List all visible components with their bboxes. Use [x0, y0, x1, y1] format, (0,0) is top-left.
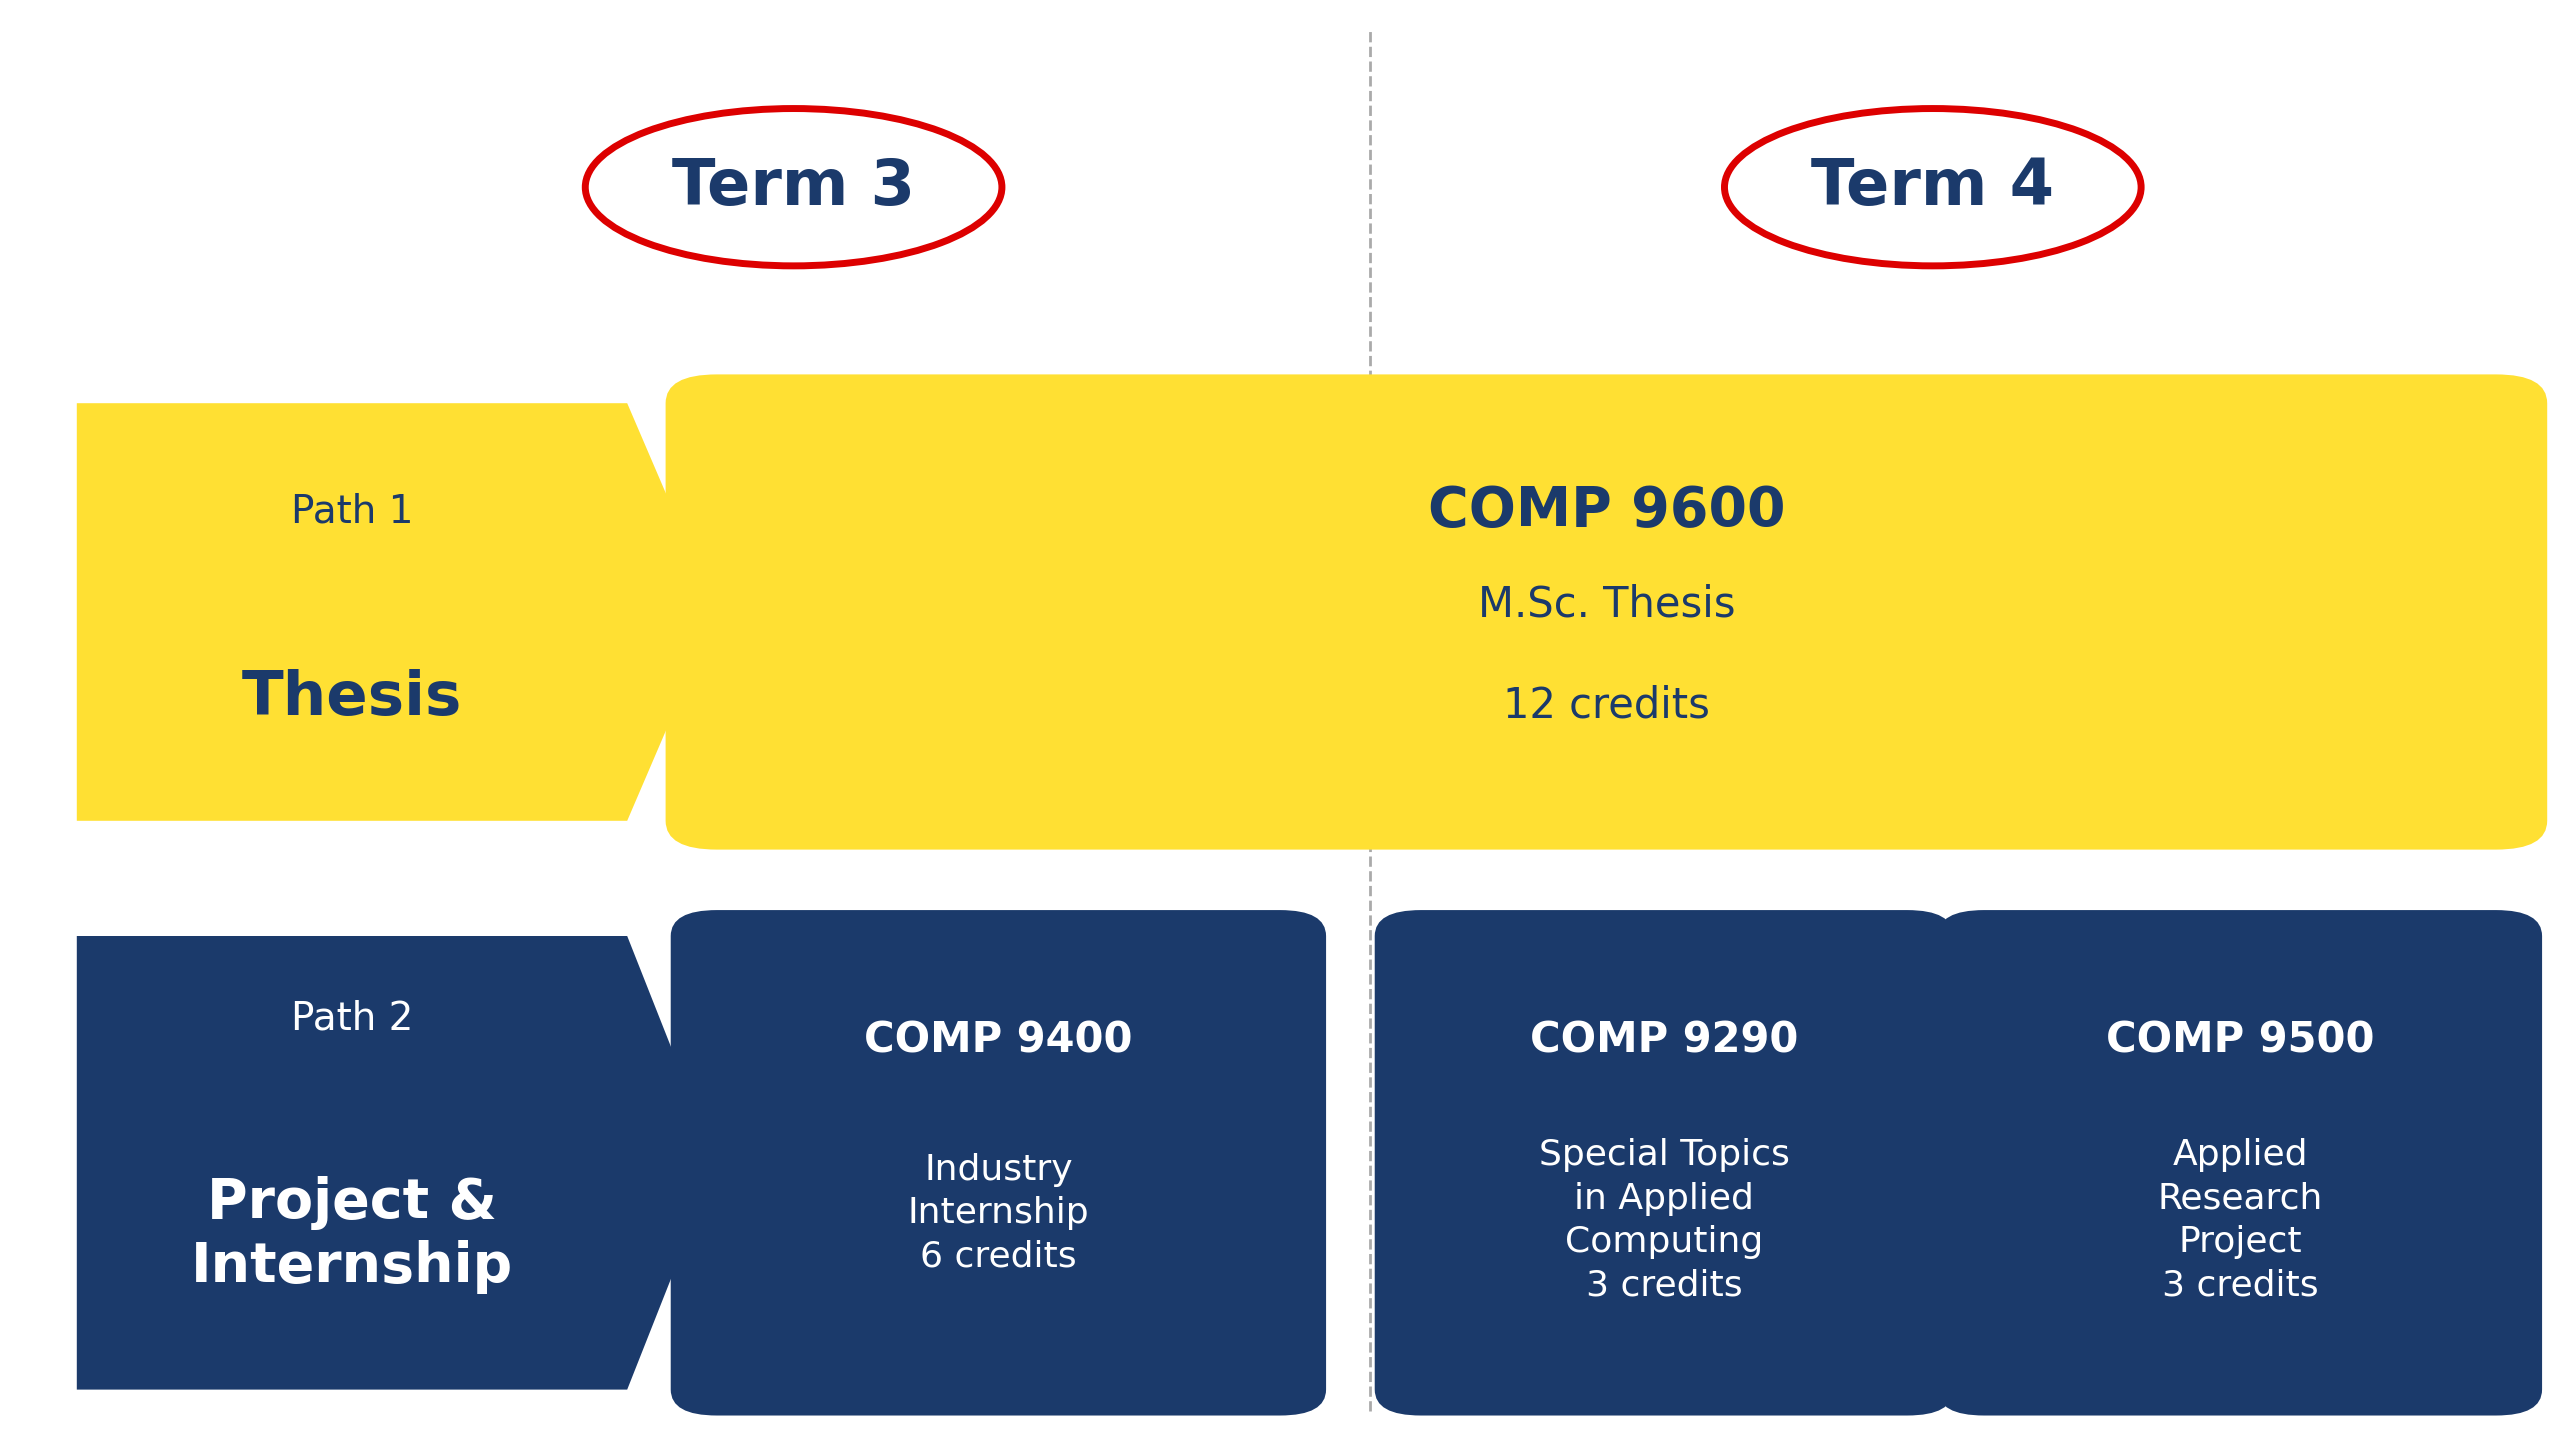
FancyBboxPatch shape	[666, 374, 2547, 850]
Polygon shape	[77, 403, 717, 821]
Text: Thesis: Thesis	[241, 670, 463, 727]
Text: COMP 9600: COMP 9600	[1428, 484, 1784, 539]
FancyBboxPatch shape	[1375, 910, 1953, 1416]
Text: M.Sc. Thesis: M.Sc. Thesis	[1477, 583, 1736, 626]
Text: COMP 9290: COMP 9290	[1531, 1020, 1797, 1061]
Polygon shape	[77, 936, 717, 1390]
Text: Project &
Internship: Project & Internship	[192, 1175, 512, 1295]
Text: Path 1: Path 1	[292, 492, 412, 530]
Text: Path 2: Path 2	[292, 999, 412, 1038]
FancyBboxPatch shape	[1938, 910, 2542, 1416]
Text: 12 credits: 12 credits	[1503, 684, 1710, 727]
Text: Applied
Research
Project
3 credits: Applied Research Project 3 credits	[2158, 1138, 2322, 1303]
Text: Special Topics
in Applied
Computing
3 credits: Special Topics in Applied Computing 3 cr…	[1539, 1138, 1789, 1303]
Text: Term 4: Term 4	[1812, 156, 2053, 219]
Text: COMP 9500: COMP 9500	[2107, 1020, 2373, 1061]
Text: Industry
Internship
6 credits: Industry Internship 6 credits	[909, 1153, 1088, 1273]
FancyBboxPatch shape	[671, 910, 1326, 1416]
Text: Term 3: Term 3	[673, 156, 914, 219]
Text: COMP 9400: COMP 9400	[865, 1020, 1132, 1061]
